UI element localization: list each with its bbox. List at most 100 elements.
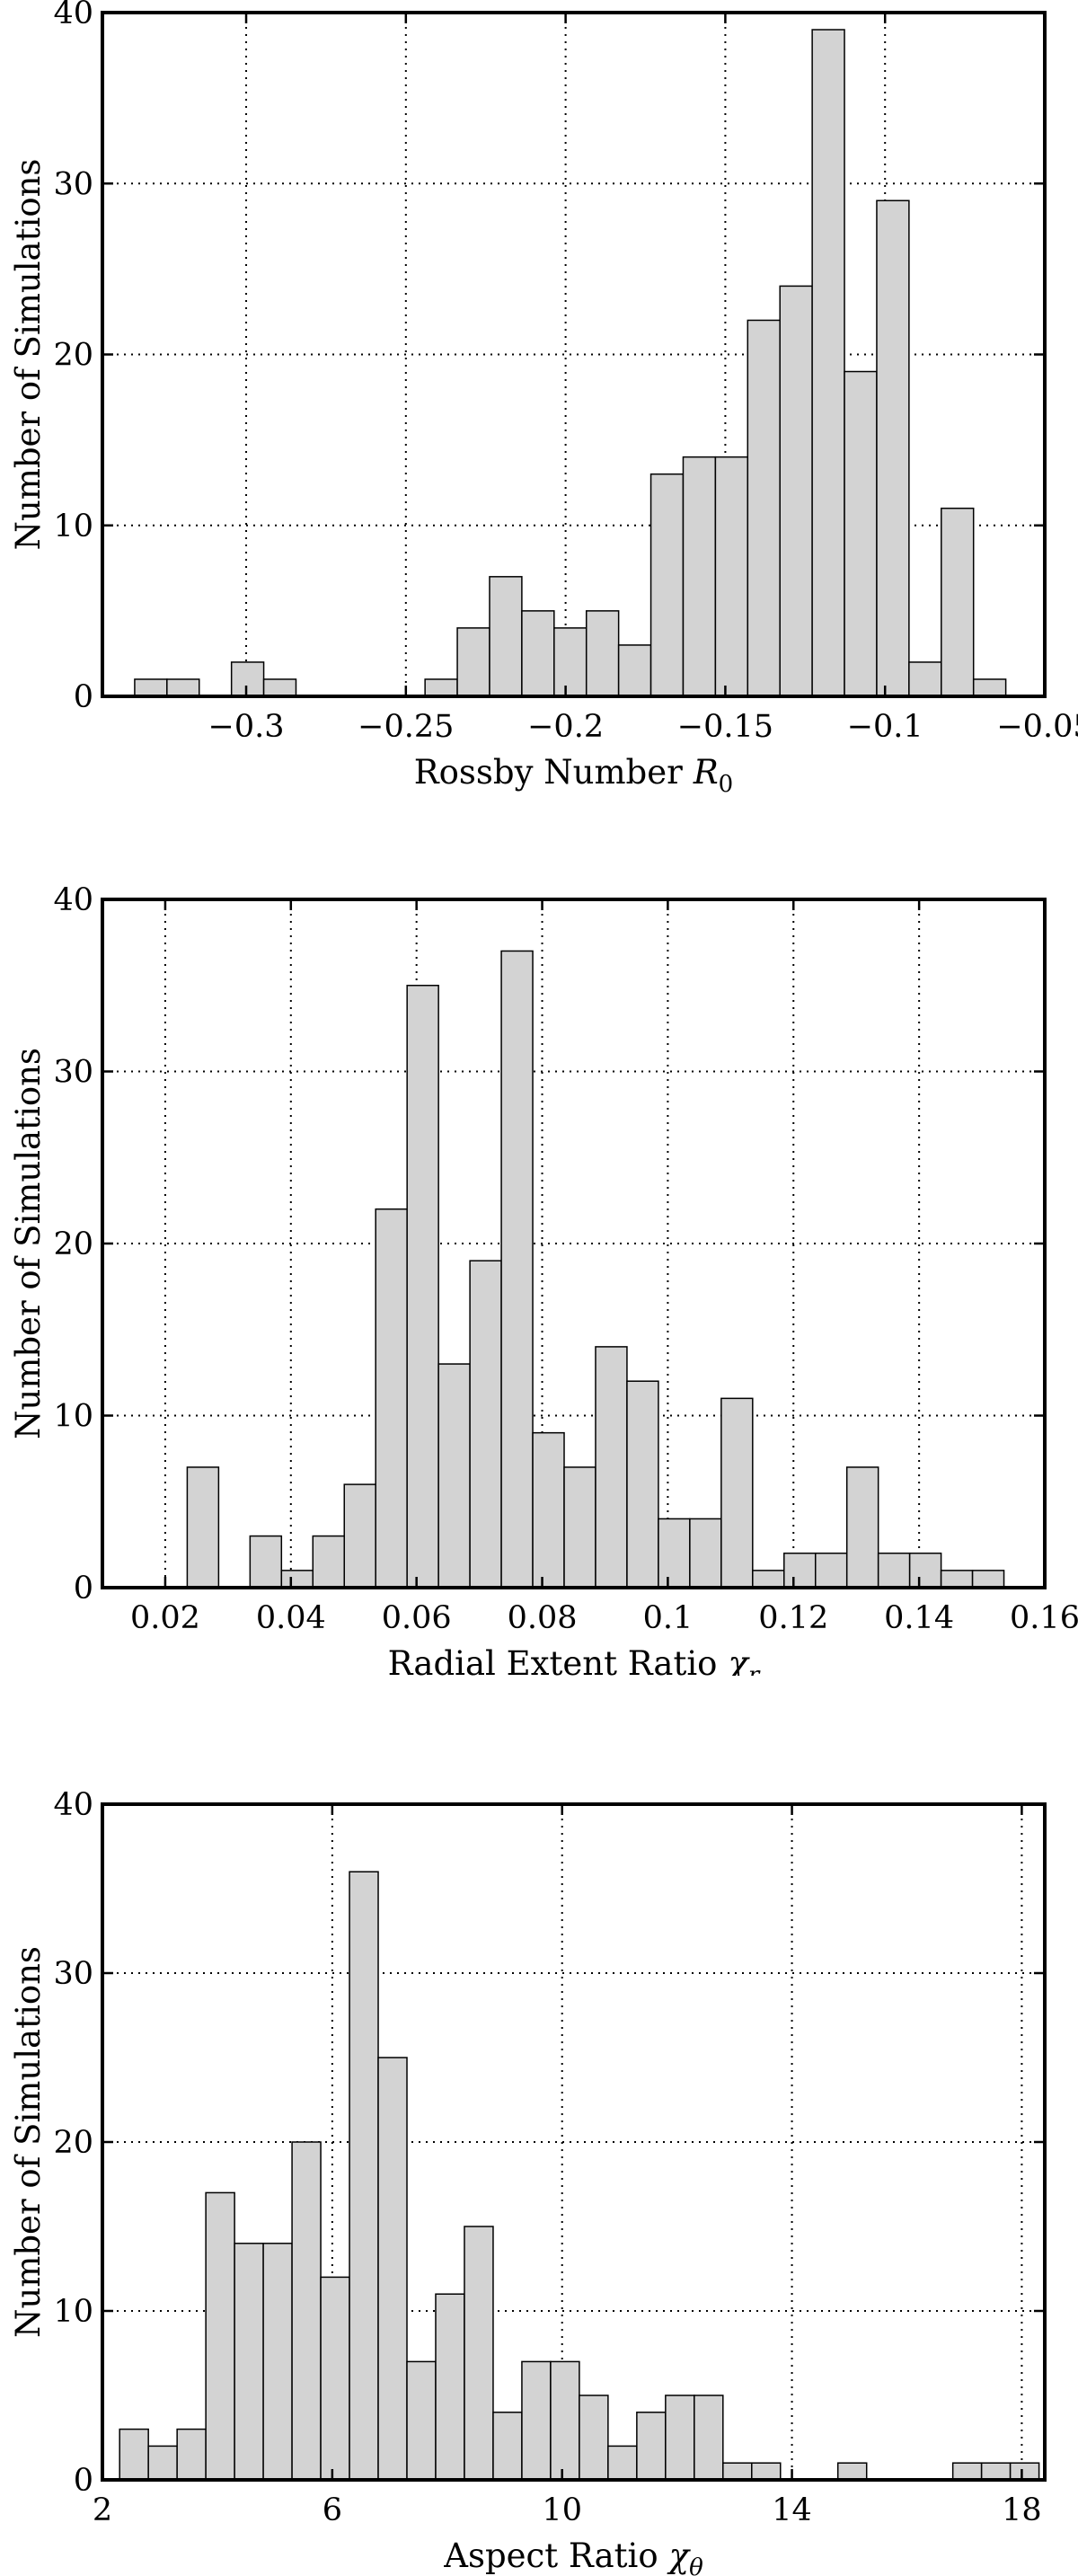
x-tick-label: 14 [772, 2492, 812, 2528]
histogram-bar [119, 2428, 149, 2481]
histogram-bar [876, 199, 910, 697]
x-tick-label: 6 [323, 2492, 342, 2528]
histogram-bar [532, 1431, 565, 1589]
histogram-bar [375, 1208, 408, 1589]
histogram-bar [437, 1363, 471, 1589]
histogram-bar [521, 2360, 552, 2481]
histogram-bar [951, 2462, 983, 2481]
y-axis-label: Number of Simulations [9, 159, 48, 551]
histogram-bar [811, 29, 845, 697]
x-axis-label-text: Aspect Ratio [443, 2536, 658, 2575]
x-tick-label: −0.25 [358, 709, 454, 745]
x-axis-label: Rossby Number R0 [414, 753, 733, 798]
histogram-bar [665, 2395, 695, 2481]
y-tick-label: 20 [53, 2125, 93, 2161]
x-tick-label: 0.16 [1010, 1600, 1078, 1636]
histogram-bar [521, 610, 555, 697]
x-tick-label: −0.3 [208, 709, 285, 745]
histogram-bar [134, 678, 168, 697]
y-tick-label: 10 [53, 509, 93, 544]
histogram-bar [877, 1552, 911, 1589]
histogram-bar [720, 1397, 754, 1589]
x-tick-label: 0.14 [884, 1600, 954, 1636]
histogram-bar [435, 2293, 465, 2481]
y-tick-label: 30 [53, 1956, 93, 1992]
histogram-bar [205, 2191, 235, 2481]
histogram-bar [607, 2445, 638, 2481]
histogram-bar [166, 678, 200, 697]
histogram-bar [147, 2445, 178, 2481]
chart-radial-extent-ratio: 0.02 0.04 0.06 0.08 0.1 0.12 0.14 0.16 0 10 20 30 40… [9, 885, 1078, 1676]
chart-rossby-number: −0.3 −0.25 −0.2 −0.15 −0.1 −0.05 0 10 20 30 40 Numb… [9, 0, 1078, 798]
histogram-bar [714, 456, 749, 697]
histogram-bar [908, 661, 942, 697]
histogram-bar [972, 678, 1007, 697]
y-tick-label: 30 [53, 166, 93, 202]
histogram-bar [500, 950, 534, 1589]
x-tick-label: 0.08 [508, 1600, 578, 1636]
histogram-bar [262, 2243, 293, 2481]
chart-aspect-ratio: 2 6 10 14 18 0 10 20 30 40 Number of Simulations As… [9, 1787, 1047, 2576]
x-axis-label-symbol: χ [667, 2536, 692, 2575]
histogram-bar [1009, 2462, 1040, 2481]
x-axis-label-symbol: χ [725, 1644, 750, 1676]
histogram-bar [406, 985, 439, 1589]
y-axis-label: Number of Simulations [9, 1946, 48, 2338]
histogram-bar [845, 1466, 879, 1589]
x-tick-label: −0.1 [847, 709, 923, 745]
x-tick-label: 2 [93, 2492, 112, 2528]
histogram-bar [941, 507, 975, 697]
x-tick-label: 0.12 [758, 1600, 828, 1636]
histogram-bar [682, 456, 717, 697]
x-axis-label: Radial Extent Ratio χr [388, 1644, 761, 1676]
histogram-bar [464, 2226, 494, 2481]
histogram-bar [280, 1570, 314, 1589]
x-axis-label-text: Rossby Number [414, 753, 683, 792]
histogram-bar [595, 1346, 628, 1589]
histogram-bar [262, 678, 297, 697]
histogram-bar [320, 2276, 350, 2481]
x-axis-label-text: Radial Extent Ratio [388, 1644, 718, 1676]
histogram-bar [234, 2243, 264, 2481]
x-tick-label: 0.04 [256, 1600, 326, 1636]
histogram-bar [783, 1552, 817, 1589]
x-axis-label-subscript: r [748, 1662, 761, 1676]
y-tick-label: 20 [53, 338, 93, 374]
histogram-bar [553, 627, 588, 697]
histogram-bar [176, 2428, 207, 2481]
histogram-bar [649, 473, 685, 697]
histogram-bar [343, 1483, 376, 1589]
y-tick-label: 30 [53, 1055, 93, 1091]
x-tick-label: −0.05 [996, 709, 1078, 745]
histogram-bar [844, 370, 878, 697]
x-tick-label: 10 [542, 2492, 582, 2528]
histogram-bar [980, 2462, 1012, 2481]
histogram-bar [249, 1535, 283, 1589]
histogram-bar [550, 2360, 580, 2481]
histogram-bar [492, 2412, 523, 2481]
histogram-bar [626, 1380, 659, 1589]
x-tick-label: 0.06 [382, 1600, 452, 1636]
histogram-bar [694, 2395, 724, 2481]
histogram-bar [563, 1466, 596, 1589]
histogram-bar [456, 627, 490, 697]
y-tick-label: 0 [74, 1571, 93, 1607]
histogram-bar [469, 1260, 502, 1589]
histogram-bar [377, 2057, 408, 2481]
histogram-bar [836, 2462, 868, 2481]
histogram-bar [406, 2360, 437, 2481]
histogram-bar [814, 1552, 848, 1589]
x-tick-label: −0.2 [527, 709, 604, 745]
histogram-bar [489, 576, 523, 697]
histogram-bar [230, 661, 265, 697]
histogram-bar [779, 285, 813, 697]
y-axis-label: Number of Simulations [9, 1048, 48, 1439]
histogram-bar [689, 1518, 722, 1589]
histogram-bar [658, 1518, 691, 1589]
y-tick-label: 0 [74, 679, 93, 715]
x-tick-label: 18 [1002, 2492, 1042, 2528]
histogram-bar [636, 2412, 667, 2481]
x-tick-label: 0.02 [130, 1600, 200, 1636]
x-axis-label-symbol: R [693, 753, 719, 792]
